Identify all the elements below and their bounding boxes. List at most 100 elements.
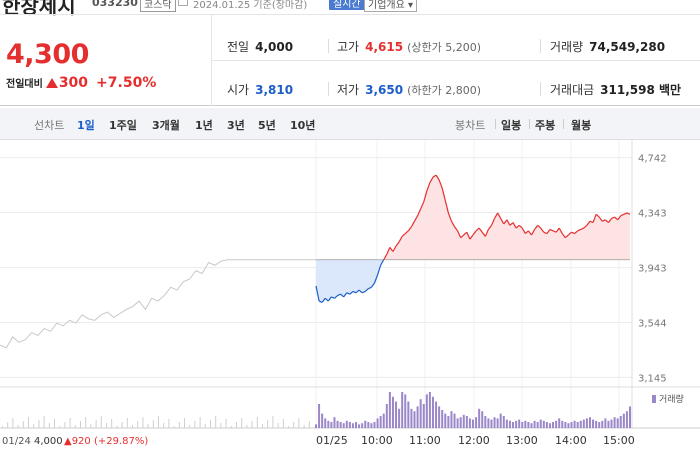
prev-volume-bar [267,420,269,428]
volume-bar [348,422,351,428]
prev-volume-bar [308,421,310,428]
prev-volume-bar [132,425,133,428]
volume-bar [407,401,410,428]
volume-legend-label: 거래량 [659,393,684,405]
intraday-chart: 4,742 4,343 3,943 3,544 3,145 거래량 01/25 10:00 11… [0,140,700,450]
price-line-segment [521,227,526,234]
x-tick-label: 10:00 [361,434,393,447]
price-line-segment [401,233,406,237]
price-line-segment [450,220,456,228]
prev-volume-bar [194,421,196,428]
prev-volume-bar [241,418,243,428]
tab-period-10y[interactable]: 10년 [290,119,316,132]
price-line-segment [509,222,514,226]
prev-volume-bar [199,417,201,428]
volume-bar [398,408,401,428]
change-line: 전일대비 300 +7.50% [6,75,156,91]
prev-volume-bar [277,423,279,428]
volume-bar [545,422,548,428]
price-line-segment [598,216,603,222]
prev-volume-bar [2,426,3,428]
prev-volume-bar [293,422,295,428]
price-chart-svg: 4,742 4,343 3,943 3,544 3,145 거래량 01/25 10:00 11… [0,140,700,447]
volume-bar [601,420,604,428]
volume-bar [428,392,431,428]
line-chart-label: 선차트 [34,119,65,132]
price-line-segment [466,231,471,240]
price-line-segment [370,282,375,288]
volume-bar [478,408,481,428]
price-line-segment [469,234,474,240]
price-line-segment [331,296,335,299]
price-line-segment [549,228,554,232]
price-line-segment [327,296,332,302]
volume-bar [438,406,441,428]
volume-bar [542,420,545,428]
tab-period-3y[interactable]: 3년 [227,119,245,132]
prev-volume-bar [215,416,217,428]
volume-bar [321,413,324,428]
price-line-segment [472,230,477,236]
price-line-segment [407,226,412,232]
realtime-button[interactable]: 실시간 [329,0,365,10]
volume-bar [431,396,434,428]
volume-bar [552,422,555,428]
prev-volume-bar [17,425,19,428]
volume-bar [419,399,422,428]
tab-period-5y[interactable]: 5년 [258,119,276,132]
prev-volume-bar [100,416,102,428]
volume-bar [376,418,379,428]
prev-volume-bar [236,422,237,428]
volume-bar [472,419,474,428]
prev-volume-bar [272,416,274,428]
prev-volume-bar [7,422,9,428]
prev-volume-bar [282,419,284,428]
price-line-segment [355,289,360,294]
tab-period-3m[interactable]: 3개월 [152,119,180,132]
price-line-segment [457,230,462,238]
volume-bar [435,401,438,428]
price-line-segment [441,188,446,201]
tab-candle-monthly[interactable]: 월봉 [571,119,592,132]
tab-period-1d[interactable]: 1일 [77,119,95,132]
tab-candle-daily[interactable]: 일봉 [501,119,522,132]
current-price: 4,300 [6,39,89,70]
price-line-segment [337,293,341,297]
prev-volume-bar [178,422,180,428]
price-line-segment [571,231,575,235]
prev-close-value: 4,000 [255,40,294,54]
price-line-segment [398,236,403,243]
prev-volume-bar [168,419,170,428]
price-line-segment [617,215,622,221]
prev-close-cell: 전일 4,000 [227,38,293,55]
price-line-segment [413,215,419,222]
price-line-segment [395,241,400,247]
prev-volume-bar [33,424,35,428]
volume-bar [524,420,527,428]
company-info-button[interactable]: 기업개요 ▾ [364,0,417,12]
price-line-segment [380,259,385,266]
x-tick-label: 14:00 [555,434,587,447]
prev-volume-bar [64,422,66,428]
price-line-segment [389,247,394,252]
price-line-segment [494,212,499,219]
price-line-segment [592,214,597,223]
volume-bar [447,416,450,428]
tab-period-1w[interactable]: 1주일 [109,119,137,132]
price-line-segment [386,247,391,255]
x-tick-label: 11:00 [409,434,441,447]
price-line-segment [410,220,416,228]
high-value: 4,615 [365,40,404,54]
amount-value: 311,598 백만 [600,83,682,97]
prev-volume-bar [69,418,71,428]
volume-bar [456,418,459,428]
volume-bar [576,422,579,428]
tab-candle-weekly[interactable]: 주봉 [535,119,556,132]
price-line-segment [349,290,354,295]
volume-bar [416,406,419,428]
volume-bar [505,419,508,428]
tab-period-1y[interactable]: 1년 [195,119,213,132]
prev-volume-bar [246,425,248,428]
prev-day-date: 01/24 [2,436,31,447]
volume-bar [579,420,582,428]
